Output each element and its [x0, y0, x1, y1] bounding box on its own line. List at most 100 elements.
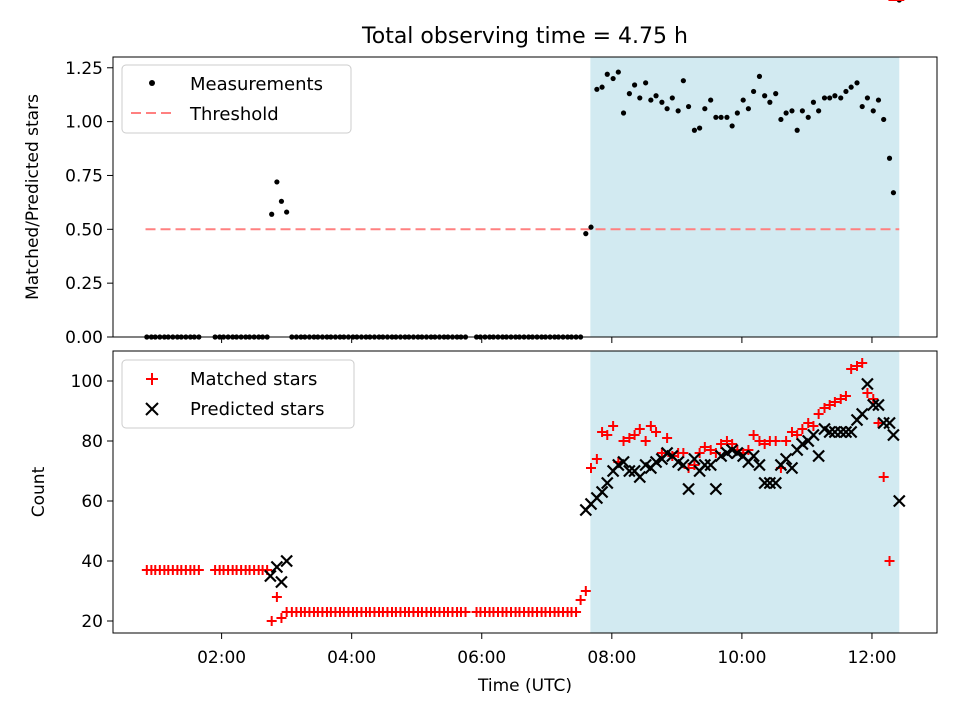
matched-star-point — [608, 421, 619, 431]
predicted-star-point — [839, 425, 853, 439]
measurement-point — [745, 106, 751, 112]
matched-star-point — [656, 448, 667, 458]
measurement-point — [648, 97, 654, 103]
measurement-point — [816, 108, 822, 114]
matched-star-point — [640, 436, 651, 446]
measurement-point — [724, 114, 730, 120]
matched-star-point — [634, 424, 645, 434]
predicted-star-point — [872, 398, 885, 412]
predicted-star-point — [270, 560, 284, 574]
predicted-star-point — [844, 425, 858, 439]
bottom-axes-frame — [112, 350, 938, 634]
matched-star-point — [819, 403, 830, 413]
measurement-point — [653, 93, 659, 99]
predicted-star-point — [866, 398, 880, 412]
measurement-point — [269, 211, 275, 217]
matched-star-point — [786, 427, 797, 437]
predicted-star-points — [264, 377, 906, 589]
predicted-star-point — [758, 476, 771, 490]
predicted-star-point — [855, 407, 869, 421]
measurement-point — [778, 116, 784, 123]
top-y-tick-label: 1.00 — [65, 113, 103, 133]
predicted-star-point — [785, 461, 799, 475]
top-axes-frame — [112, 56, 938, 338]
measurement-point — [821, 95, 828, 101]
measurement-point — [718, 114, 724, 120]
measurement-point — [805, 114, 811, 120]
matched-star-point — [705, 445, 716, 455]
matched-star-point — [884, 556, 895, 566]
matched-star-point — [694, 448, 705, 458]
measurement-point — [594, 86, 600, 92]
predicted-star-point — [623, 464, 636, 478]
measurement-point — [604, 71, 610, 77]
matched-star-point — [602, 430, 613, 440]
predicted-star-point — [280, 554, 293, 568]
legend-predicted-marker — [145, 402, 159, 416]
measurement-point — [620, 110, 627, 116]
predicted-star-point — [633, 470, 647, 484]
matched-star-point — [868, 394, 879, 404]
top-y-ticks: 0.00 0.25 0.50 0.75 1.00 1.25 — [65, 59, 113, 348]
bottom-y-tick-label: 100 — [71, 372, 103, 392]
bottom-panel: 20 40 60 80 100 02:00 04:00 06:00 08:00 10:00 12:… — [29, 0, 938, 696]
figure-title: Total observing time = 4.75 h — [361, 24, 688, 49]
top-x-ticks — [221, 337, 873, 343]
measurement-point — [783, 110, 789, 116]
bottom-legend: Matched stars Predicted stars — [121, 359, 355, 429]
measurement-point — [881, 116, 887, 123]
predicted-star-point — [883, 416, 896, 430]
predicted-star-point — [682, 482, 695, 496]
measurement-point — [680, 78, 686, 84]
measurement-point — [734, 110, 740, 116]
top-y-axis-label: Matched/Predicted stars — [23, 94, 43, 300]
measurement-point — [588, 224, 594, 230]
matched-star-point — [586, 463, 597, 473]
predicted-star-point — [887, 428, 900, 442]
measurement-point — [870, 108, 876, 114]
measurement-point — [864, 95, 871, 101]
matched-star-point — [624, 433, 635, 443]
matched-star-point — [813, 409, 824, 419]
measurement-points — [144, 0, 902, 340]
measurement-point — [274, 179, 280, 185]
matched-star-point — [824, 400, 835, 410]
matched-star-point — [781, 436, 792, 446]
matched-star-point — [873, 418, 884, 428]
matched-star-point — [662, 433, 673, 443]
matched-star-point — [808, 421, 819, 431]
measurement-point — [767, 99, 773, 105]
matched-star-point — [629, 430, 640, 440]
predicted-star-point — [893, 494, 906, 508]
measurement-point — [838, 95, 844, 101]
predicted-star-point — [769, 476, 782, 490]
measurement-point — [599, 84, 605, 90]
measurement-point — [610, 75, 616, 82]
measurement-point — [890, 190, 897, 196]
measurement-point — [708, 97, 714, 103]
measurement-point — [762, 93, 768, 99]
matched-star-point — [759, 439, 770, 449]
bottom-x-ticks: 02:00 04:00 06:00 08:00 10:00 12:00 — [197, 633, 896, 668]
top-legend: Measurements Threshold — [121, 64, 352, 134]
bottom-y-axis-label: Count — [29, 466, 49, 517]
legend-matched-marker — [146, 373, 158, 385]
measurement-point — [886, 155, 893, 161]
matched-star-point — [846, 364, 857, 374]
matched-star-point — [797, 424, 808, 434]
legend-measurements-label: Measurements — [190, 74, 323, 95]
measurement-point — [773, 91, 779, 97]
top-panel: 0.00 0.25 0.50 0.75 1.00 1.25 Matched/Predict… — [23, 0, 938, 348]
predicted-star-point — [264, 569, 277, 583]
bottom-x-axis-label: Time (UTC) — [477, 676, 572, 696]
measurement-point — [843, 88, 849, 95]
legend-predicted-label: Predicted stars — [190, 399, 324, 420]
measurement-point — [284, 209, 290, 215]
bottom-observing-window — [590, 351, 900, 633]
top-y-tick-label: 0.00 — [65, 328, 103, 348]
measurement-point — [859, 103, 865, 110]
bottom-y-tick-label: 40 — [81, 552, 103, 572]
matched-star-point — [645, 421, 656, 431]
top-y-tick-label: 1.25 — [65, 59, 103, 79]
measurement-point — [832, 93, 838, 99]
